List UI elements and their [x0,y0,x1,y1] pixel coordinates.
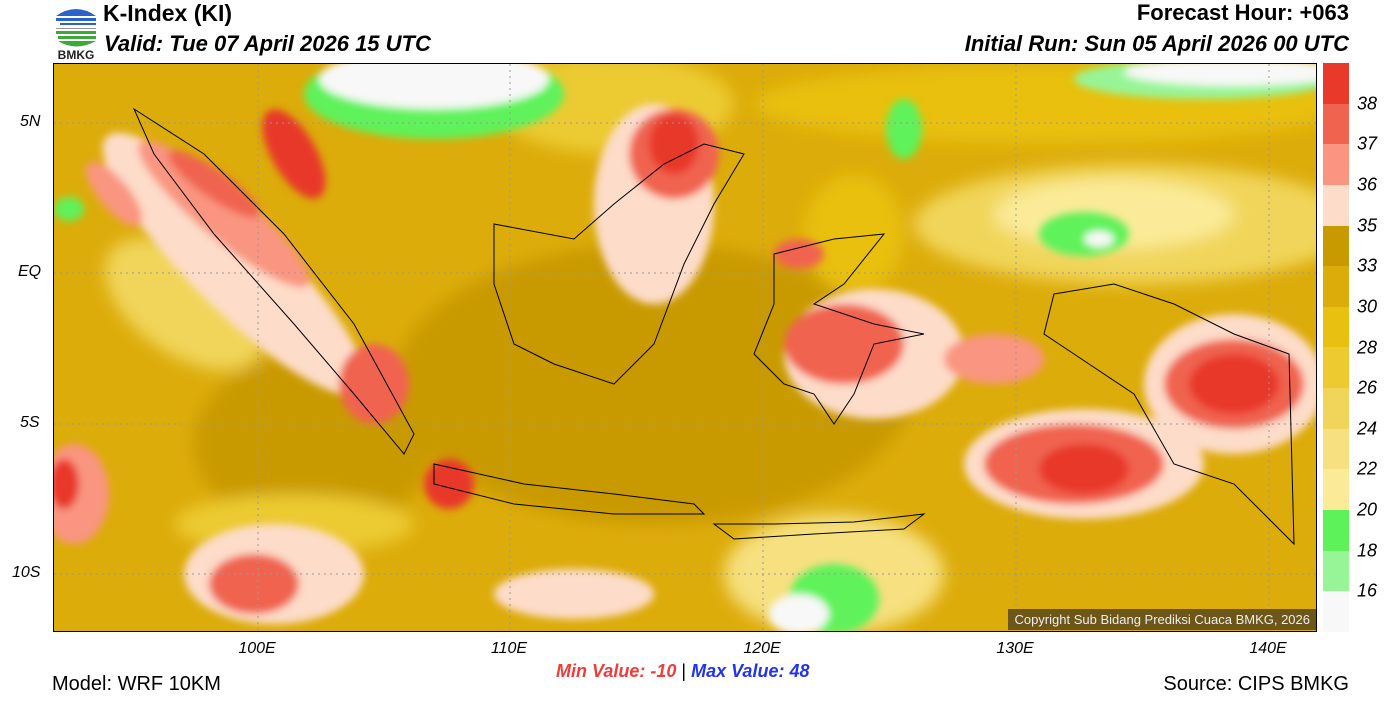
source-label: Source: CIPS BMKG [1163,673,1349,695]
high-ki-areas [54,104,1316,624]
lon-tick-140e: 140E [1249,640,1287,657]
colorbar-label: 37 [1357,133,1378,154]
max-value: Max Value: 48 [691,661,810,681]
colorbar-band [1323,428,1349,470]
colorbar-band [1323,184,1349,226]
colorbar-label: 38 [1357,93,1378,114]
valid-time: Valid: Tue 07 April 2026 15 UTC [104,31,431,56]
coastlines [132,107,1295,546]
colorbar-band [1323,591,1349,632]
colorbar [1323,63,1349,632]
lat-tick-5n: 5N [20,113,41,130]
colorbar-band [1323,469,1349,511]
model-label: Model: WRF 10KM [52,673,221,695]
colorbar-band [1323,63,1349,104]
min-value: Min Value: -10 [556,661,677,681]
k-index-map: Copyright Sub Bidang Prediksi Cuaca BMKG… [53,63,1317,632]
colorbar-label: 26 [1357,377,1378,398]
colorbar-band [1323,347,1349,389]
colorbar-band [1323,550,1349,592]
lat-tick-eq: EQ [18,263,42,280]
colorbar-label: 24 [1357,418,1378,439]
colorbar-band [1323,510,1349,551]
lon-tick-130e: 130E [996,640,1034,657]
separator: | [681,661,687,681]
colorbar-label: 33 [1357,255,1378,276]
map-title: K-Index (KI) [103,0,233,26]
colorbar-label: 30 [1357,296,1378,317]
colorbar-label: 36 [1357,174,1378,195]
colorbar-label: 16 [1357,580,1378,601]
colorbar-band [1323,144,1349,185]
low-ki-areas [54,64,1316,631]
lon-tick-110e: 110E [490,640,528,657]
graticule [54,64,1316,631]
copyright-notice: Copyright Sub Bidang Prediksi Cuaca BMKG… [1008,609,1316,630]
colorbar-label: 20 [1357,499,1378,520]
colorbar-label: 18 [1357,540,1378,561]
bmkg-logo: BMKG [52,2,100,62]
min-max-values: Min Value: -10 | Max Value: 48 [556,661,809,682]
svg-text:BMKG: BMKG [58,48,95,60]
forecast-hour: Forecast Hour: +063 [1136,0,1349,25]
colorbar-band [1323,388,1349,429]
lat-tick-10s: 10S [12,564,41,581]
colorbar-label: 28 [1357,337,1378,357]
lat-tick-5s: 5S [20,414,40,431]
colorbar-band [1323,103,1349,145]
colorbar-label: 35 [1357,215,1378,236]
colorbar-band [1323,225,1349,267]
lon-tick-100e: 100E [238,640,276,657]
colorbar-label: 22 [1357,458,1378,479]
lon-tick-120e: 120E [743,640,781,657]
colorbar-band [1323,266,1349,307]
initial-run: Initial Run: Sun 05 April 2026 00 UTC [964,31,1349,56]
colorbar-band [1323,306,1349,348]
